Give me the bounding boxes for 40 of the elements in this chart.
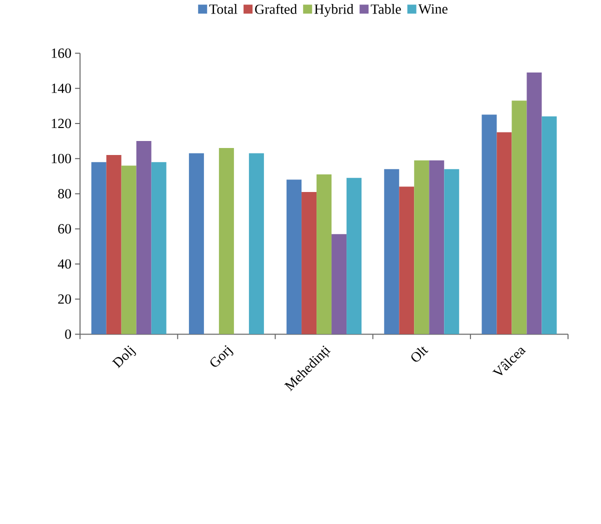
bar [332,234,347,334]
bar [444,169,460,334]
bar [121,166,136,334]
bar [106,155,122,334]
bar [482,114,497,334]
bar [136,141,152,334]
legend-label: Hybrid [314,4,354,17]
y-tick-label: 80 [58,189,72,198]
legend-label: Table [370,4,401,14]
x-tick-label: Olt [411,346,428,362]
bar [188,153,204,334]
bar [302,192,317,334]
y-tick-label: 100 [52,154,71,164]
bar [429,160,444,334]
bar [91,162,106,334]
bar [542,116,557,334]
bar [512,100,527,334]
x-tick-label: Gorj [210,345,234,367]
y-tick-label: 40 [58,259,72,269]
bar [151,162,166,334]
legend-label: Wine [418,4,448,14]
bar [384,169,400,334]
y-tick-label: 120 [52,118,71,128]
bar [526,72,542,334]
bar [248,153,264,334]
bar [316,174,332,334]
legend-label: Total [209,4,238,14]
bar [286,180,302,334]
legend-label: Grafted [255,4,297,14]
bar [414,160,430,334]
y-tick-label: 140 [52,84,71,94]
bar [346,178,362,334]
y-tick-label: 160 [52,48,71,58]
bar [218,148,234,334]
bar [399,186,414,334]
x-tick-label: Dolj [112,346,136,368]
y-tick-label: 20 [58,294,72,304]
bar [496,132,512,334]
y-tick-label: 60 [58,224,72,234]
y-tick-label: 0 [65,330,72,339]
